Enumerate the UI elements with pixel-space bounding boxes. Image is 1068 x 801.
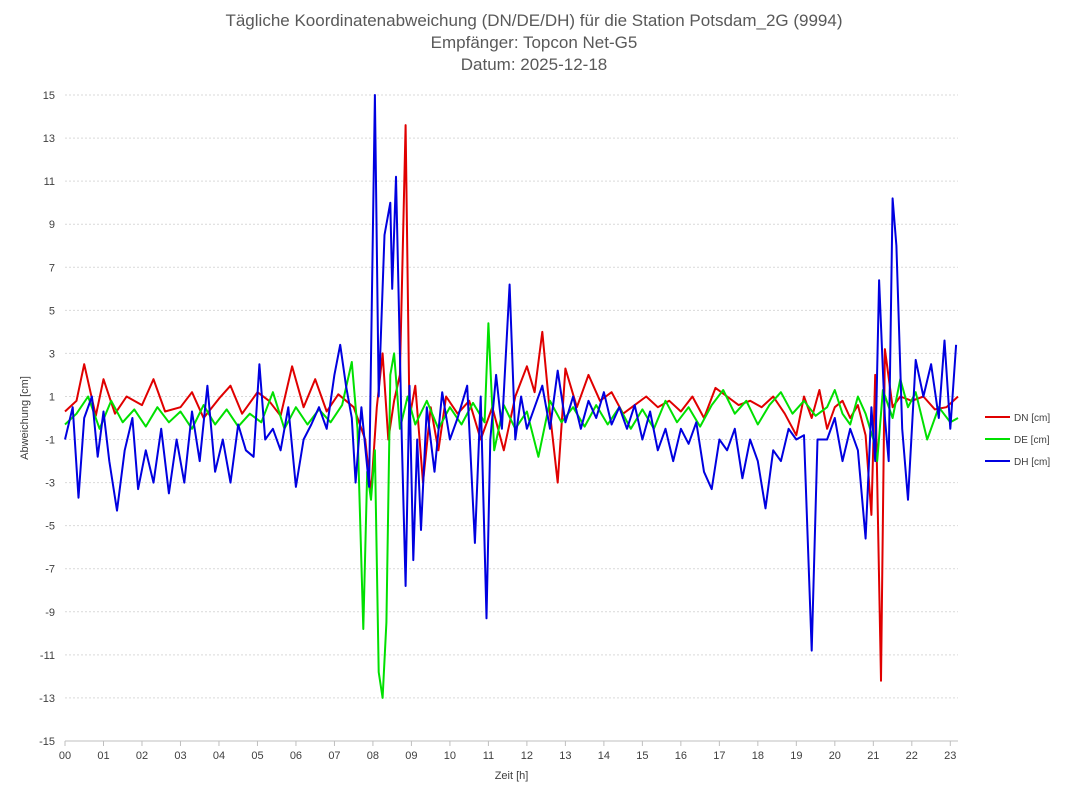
y-tick-label: -1 <box>45 435 55 447</box>
x-tick-label: 19 <box>790 750 802 762</box>
x-tick-label: 06 <box>290 750 302 762</box>
x-tick-label: 20 <box>829 750 841 762</box>
chart-title-line-2: Empfänger: Topcon Net-G5 <box>430 33 638 52</box>
x-tick-label: 15 <box>636 750 648 762</box>
y-tick-label: -5 <box>45 521 55 533</box>
legend: DN [cm] DE [cm] DH [cm] <box>985 413 1050 468</box>
chart-title-line-3: Datum: 2025-12-18 <box>460 55 608 74</box>
y-tick-label: -11 <box>40 650 55 662</box>
x-tick-label: 05 <box>251 750 263 762</box>
x-tick-label: 04 <box>213 750 225 762</box>
series-line-de <box>64 322 959 699</box>
series-layer <box>64 94 959 699</box>
x-tick-label: 10 <box>444 750 456 762</box>
x-tick-label: 11 <box>483 750 494 762</box>
y-tick-label: 9 <box>49 219 55 231</box>
y-axis-label: Abweichung [cm] <box>19 376 31 460</box>
x-tick-label: 22 <box>906 750 918 762</box>
x-tick-label: 12 <box>521 750 533 762</box>
y-tick-label: 15 <box>43 90 55 102</box>
series-line-dh <box>64 94 958 652</box>
x-tick-label: 01 <box>97 750 109 762</box>
x-tick-label: 14 <box>598 750 610 762</box>
legend-label-de: DE [cm] <box>1014 435 1050 446</box>
x-tick-label: 07 <box>328 750 340 762</box>
y-tick-label: -15 <box>39 736 55 748</box>
y-tick-label: 5 <box>49 305 55 317</box>
y-tick-label: 3 <box>49 348 55 360</box>
y-tick-label: -13 <box>39 693 55 705</box>
legend-label-dh: DH [cm] <box>1014 457 1050 468</box>
series-line-dn <box>64 124 959 682</box>
x-tick-label: 23 <box>944 750 956 762</box>
y-tick-label: 7 <box>49 262 55 274</box>
axis-layer: 15 13 11 9 7 5 3 1 -1 -3 -5 -7 -9 -11 -13 -15 00 01 02 03 04… <box>39 90 958 762</box>
x-tick-label: 16 <box>675 750 687 762</box>
chart-title: Tägliche Koordinatenabweichung (DN/DE/DH… <box>0 10 1068 76</box>
x-tick-label: 08 <box>367 750 379 762</box>
x-axis-label: Zeit [h] <box>495 770 529 782</box>
x-tick-label: 13 <box>559 750 571 762</box>
grid-layer <box>65 94 958 699</box>
x-tick-label: 17 <box>713 750 725 762</box>
x-tick-label: 21 <box>867 750 879 762</box>
y-tick-label: 13 <box>43 133 55 145</box>
y-tick-label: 1 <box>49 391 55 403</box>
chart-title-line-1: Tägliche Koordinatenabweichung (DN/DE/DH… <box>225 11 843 30</box>
y-tick-label: -9 <box>45 607 55 619</box>
legend-label-dn: DN [cm] <box>1014 413 1050 424</box>
y-tick-label: 11 <box>44 176 55 188</box>
x-tick-label: 09 <box>405 750 417 762</box>
y-tick-label: -3 <box>45 478 55 490</box>
x-tick-label: 00 <box>59 750 71 762</box>
x-tick-label: 02 <box>136 750 148 762</box>
x-tick-label: 03 <box>174 750 186 762</box>
y-tick-label: -7 <box>45 564 55 576</box>
x-tick-label: 18 <box>752 750 764 762</box>
